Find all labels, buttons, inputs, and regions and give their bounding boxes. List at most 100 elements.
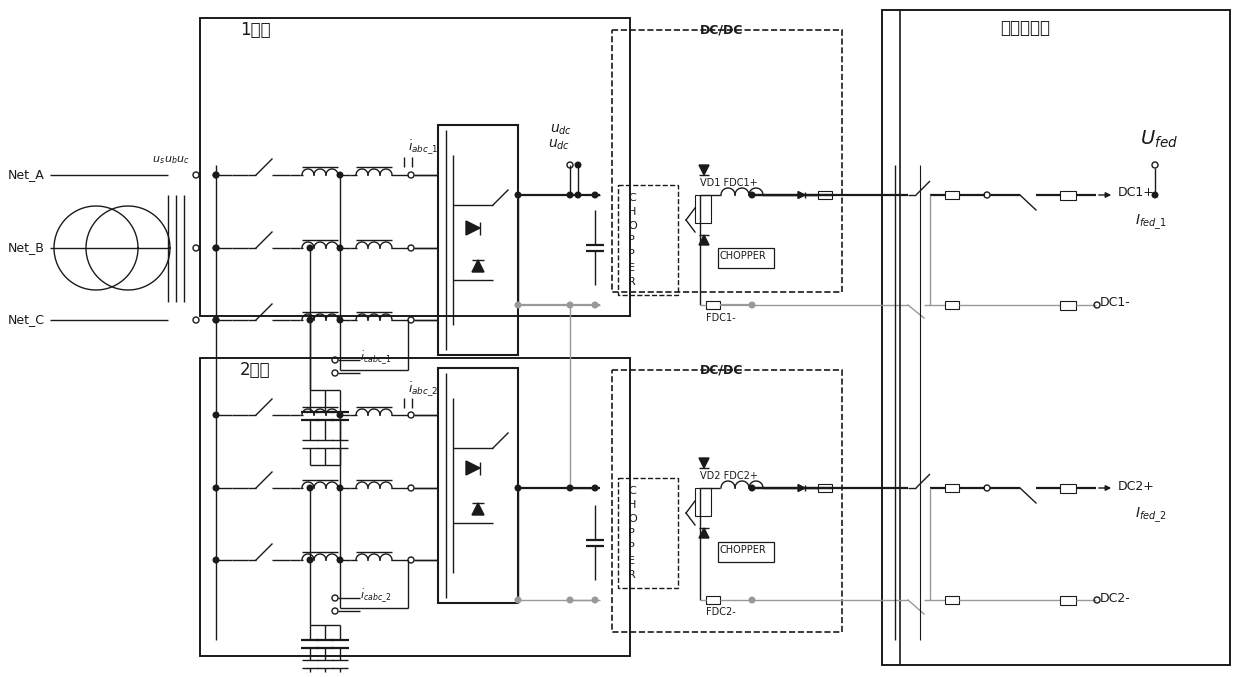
Text: P: P xyxy=(627,235,635,245)
Circle shape xyxy=(749,192,755,198)
Bar xyxy=(1060,483,1076,492)
Polygon shape xyxy=(472,503,484,515)
Bar xyxy=(718,542,774,562)
Text: P: P xyxy=(627,528,635,538)
Circle shape xyxy=(337,557,342,563)
Text: $\dot{\imath}_{abc\_1}$: $\dot{\imath}_{abc\_1}$ xyxy=(408,139,439,157)
Bar xyxy=(818,484,832,492)
Text: $\dot{\imath}_{abc\_2}$: $\dot{\imath}_{abc\_2}$ xyxy=(408,381,438,399)
Text: FDC1-: FDC1- xyxy=(706,313,735,323)
Circle shape xyxy=(308,485,312,491)
Text: E: E xyxy=(627,556,635,566)
Circle shape xyxy=(308,557,312,563)
Circle shape xyxy=(308,318,312,323)
Circle shape xyxy=(575,162,580,168)
Text: DC2+: DC2+ xyxy=(1118,479,1154,492)
Circle shape xyxy=(567,302,573,308)
Polygon shape xyxy=(466,461,480,475)
Text: $u_s$: $u_s$ xyxy=(153,154,165,166)
Text: H: H xyxy=(627,500,636,510)
Circle shape xyxy=(515,485,521,491)
Circle shape xyxy=(213,557,218,563)
Text: R: R xyxy=(627,570,636,580)
Text: DC/DC: DC/DC xyxy=(701,364,743,376)
Text: C: C xyxy=(627,193,636,203)
Circle shape xyxy=(308,245,312,250)
Circle shape xyxy=(213,172,218,178)
Text: 2回路: 2回路 xyxy=(241,361,270,379)
Text: $u_{dc}$: $u_{dc}$ xyxy=(548,138,570,152)
Bar xyxy=(1060,596,1076,605)
Text: $u_b$: $u_b$ xyxy=(164,154,177,166)
Text: C: C xyxy=(627,486,636,496)
Bar xyxy=(613,370,842,632)
Bar xyxy=(613,30,842,292)
Circle shape xyxy=(567,485,573,491)
Text: O: O xyxy=(627,221,637,231)
Circle shape xyxy=(515,302,521,308)
Circle shape xyxy=(515,597,521,603)
Circle shape xyxy=(213,412,218,418)
Circle shape xyxy=(337,485,342,491)
Text: P: P xyxy=(627,249,635,259)
Circle shape xyxy=(593,302,598,308)
Bar xyxy=(945,484,959,492)
Bar xyxy=(618,185,678,295)
Text: DC1+: DC1+ xyxy=(1118,186,1154,200)
Polygon shape xyxy=(799,192,805,198)
Circle shape xyxy=(515,192,521,198)
Text: 隔离开关柜: 隔离开关柜 xyxy=(999,19,1050,37)
Text: Net_B: Net_B xyxy=(7,242,45,255)
Text: $\dot{\imath}_{cabc\_1}$: $\dot{\imath}_{cabc\_1}$ xyxy=(360,349,392,366)
Bar xyxy=(718,248,774,268)
Text: VD1 FDC1+: VD1 FDC1+ xyxy=(701,178,758,188)
Text: Net_A: Net_A xyxy=(7,169,45,181)
Text: $u_c$: $u_c$ xyxy=(176,154,190,166)
Circle shape xyxy=(593,192,598,198)
Text: E: E xyxy=(627,263,635,273)
Bar xyxy=(694,488,711,516)
Text: $u_{dc}$: $u_{dc}$ xyxy=(551,123,572,137)
Circle shape xyxy=(575,192,580,198)
Bar xyxy=(200,18,630,316)
Text: $\dot{\imath}_{cabc\_2}$: $\dot{\imath}_{cabc\_2}$ xyxy=(360,588,392,605)
Circle shape xyxy=(213,245,218,250)
Polygon shape xyxy=(799,485,805,492)
Bar xyxy=(818,191,832,199)
Text: DC/DC: DC/DC xyxy=(701,24,743,37)
Circle shape xyxy=(213,172,218,178)
Text: $I_{fed\_1}$: $I_{fed\_1}$ xyxy=(1135,213,1167,232)
Polygon shape xyxy=(466,221,480,235)
Circle shape xyxy=(337,245,342,250)
Circle shape xyxy=(749,302,755,308)
Circle shape xyxy=(749,597,755,603)
Polygon shape xyxy=(699,458,709,468)
Text: O: O xyxy=(627,514,637,524)
Polygon shape xyxy=(472,260,484,272)
Text: CHOPPER: CHOPPER xyxy=(720,251,766,261)
Bar xyxy=(945,301,959,309)
Polygon shape xyxy=(699,235,709,245)
Text: Net_C: Net_C xyxy=(7,313,45,326)
Text: $I_{fed\_2}$: $I_{fed\_2}$ xyxy=(1135,506,1167,525)
Bar xyxy=(945,596,959,604)
Bar xyxy=(1060,190,1076,200)
Text: $U_{fed}$: $U_{fed}$ xyxy=(1140,129,1178,150)
Text: P: P xyxy=(627,542,635,552)
Circle shape xyxy=(213,318,218,323)
Circle shape xyxy=(337,412,342,418)
Polygon shape xyxy=(699,165,709,175)
Circle shape xyxy=(567,597,573,603)
Circle shape xyxy=(593,597,598,603)
Circle shape xyxy=(593,485,598,491)
Bar xyxy=(200,358,630,656)
Circle shape xyxy=(337,318,342,323)
Bar xyxy=(438,368,518,603)
Bar xyxy=(694,195,711,223)
Text: DC2-: DC2- xyxy=(1100,592,1131,605)
Circle shape xyxy=(213,485,218,491)
Circle shape xyxy=(749,485,755,491)
Text: CHOPPER: CHOPPER xyxy=(720,545,766,555)
Bar xyxy=(882,10,1230,665)
Circle shape xyxy=(213,318,218,323)
